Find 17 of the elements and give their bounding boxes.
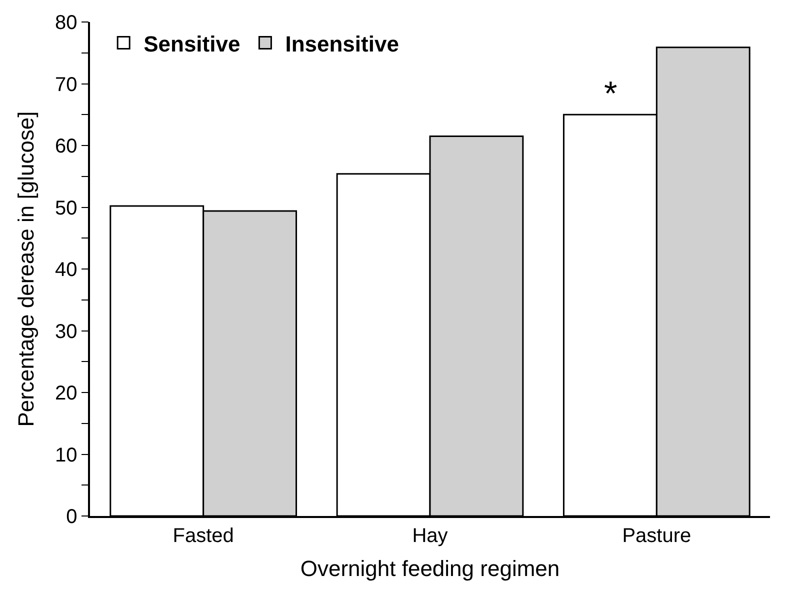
y-tick-label: 40 — [55, 259, 78, 281]
x-tick-label: Hay — [412, 524, 448, 547]
y-tick-label: 10 — [55, 444, 78, 466]
y-tick-label: 30 — [55, 320, 78, 343]
y-tick-label: 0 — [66, 506, 78, 528]
x-tick-label: Pasture — [622, 524, 692, 547]
y-tick-label: 50 — [55, 197, 78, 220]
y-tick-label: 60 — [55, 136, 78, 158]
y-tick-label: 80 — [55, 12, 78, 34]
y-tick-label: 70 — [55, 74, 78, 96]
y-axis-title: Percentage derease in [glucose] — [13, 111, 38, 427]
x-axis-title: Overnight feeding regimen — [300, 556, 560, 582]
legend-label: Insensitive — [285, 31, 399, 56]
legend-label: Sensitive — [144, 31, 240, 56]
y-tick-label: 20 — [55, 382, 78, 404]
annotation: * — [604, 75, 618, 113]
x-tick-label: Fasted — [172, 524, 234, 547]
